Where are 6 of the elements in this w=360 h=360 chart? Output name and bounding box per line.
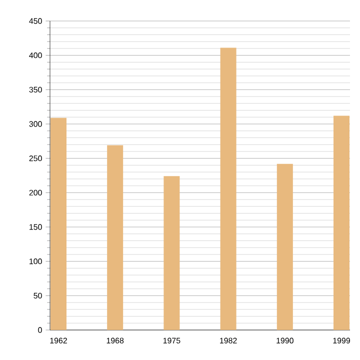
bar <box>50 118 66 330</box>
bar <box>334 116 350 330</box>
bar <box>220 48 236 330</box>
bar <box>107 145 124 330</box>
bar <box>276 164 293 330</box>
bar <box>164 176 180 330</box>
